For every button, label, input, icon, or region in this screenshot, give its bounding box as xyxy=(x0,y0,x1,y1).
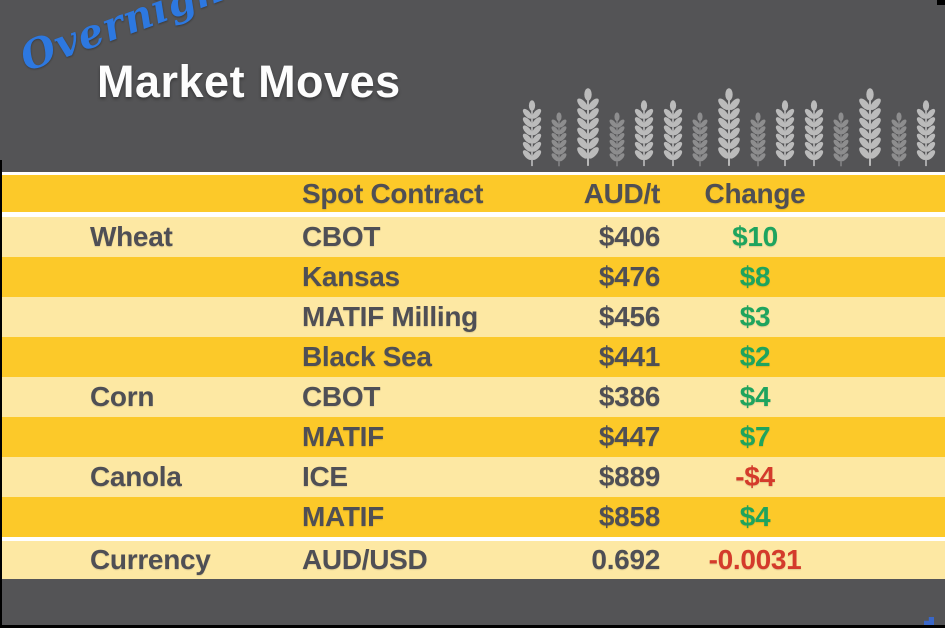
price-value: $447 xyxy=(598,421,660,452)
table-row: Canola ICE $889 -$4 xyxy=(0,457,945,497)
table-row: MATIF $858 $4 xyxy=(0,497,945,537)
divider xyxy=(0,212,945,217)
wheat-icon xyxy=(662,100,684,167)
change-value: $4 xyxy=(739,501,771,532)
contract-label: CBOT xyxy=(302,381,381,412)
left-border xyxy=(0,160,2,628)
commodity-label: Currency xyxy=(90,544,211,575)
price-value: $456 xyxy=(598,301,660,332)
col-header-spot-contract: Spot Contract xyxy=(302,177,484,209)
price-value: $386 xyxy=(598,381,660,412)
col-header-aud-t: AUD/t xyxy=(583,177,661,209)
price-value: $858 xyxy=(598,501,660,532)
commodity-label: Canola xyxy=(90,461,182,492)
price-value: 0.692 xyxy=(591,544,660,575)
table-row: Currency AUD/USD 0.692 -0.0031 xyxy=(0,541,945,579)
contract-label: MATIF xyxy=(302,421,384,452)
table-row: Kansas $476 $8 xyxy=(0,257,945,297)
table-row: Corn CBOT $386 $4 xyxy=(0,377,945,417)
commodity-label: Corn xyxy=(90,381,155,412)
contract-label: MATIF Milling xyxy=(302,301,478,332)
change-value: -$4 xyxy=(735,461,775,492)
wheat-icon xyxy=(550,112,568,167)
logo-mark xyxy=(924,617,934,626)
divider xyxy=(0,537,945,541)
contract-label: MATIF xyxy=(302,501,384,532)
divider xyxy=(0,172,945,175)
wheat-icon xyxy=(608,112,626,167)
contract-label: Kansas xyxy=(302,261,400,292)
wheat-icon xyxy=(691,112,709,167)
wheat-icon xyxy=(774,100,796,167)
change-value: $8 xyxy=(739,261,771,292)
change-value: $2 xyxy=(739,341,771,372)
table-row: MATIF $447 $7 xyxy=(0,417,945,457)
col-header-change: Change xyxy=(704,177,806,209)
wheat-icon xyxy=(633,100,655,167)
table-row: Wheat CBOT $406 $10 xyxy=(0,217,945,257)
contract-label: CBOT xyxy=(302,221,381,252)
price-value: $889 xyxy=(598,461,660,492)
banner: Overnight Market Moves xyxy=(0,0,945,172)
wheat-icon xyxy=(716,88,742,166)
change-value: $4 xyxy=(739,381,771,412)
contract-label: Black Sea xyxy=(302,341,432,372)
wheat-icon xyxy=(915,100,937,167)
change-value: $10 xyxy=(732,221,778,252)
wheat-icon xyxy=(521,100,543,167)
price-value: $476 xyxy=(598,261,660,292)
wheat-icon xyxy=(857,88,883,166)
wheat-icon xyxy=(832,112,850,167)
wheat-icon xyxy=(749,112,767,167)
wheat-icon xyxy=(575,88,601,166)
change-value: $7 xyxy=(739,421,771,452)
table-row: Black Sea $441 $2 xyxy=(0,337,945,377)
commodity-label: Wheat xyxy=(90,221,173,252)
price-value: $406 xyxy=(598,221,660,252)
contract-label: ICE xyxy=(302,461,348,492)
wheat-decoration xyxy=(521,88,937,168)
table-header-row: Spot Contract AUD/t Change xyxy=(0,175,945,212)
table-row: MATIF Milling $456 $3 xyxy=(0,297,945,337)
change-value: $3 xyxy=(739,301,771,332)
wheat-icon xyxy=(803,100,825,167)
bottom-border xyxy=(0,625,945,628)
price-value: $441 xyxy=(598,341,660,372)
wheat-icon xyxy=(890,112,908,167)
contract-label: AUD/USD xyxy=(302,544,428,575)
footer xyxy=(0,579,945,628)
corner-mark xyxy=(937,0,945,5)
page-title: Market Moves xyxy=(97,56,401,107)
change-value: -0.0031 xyxy=(708,544,802,575)
